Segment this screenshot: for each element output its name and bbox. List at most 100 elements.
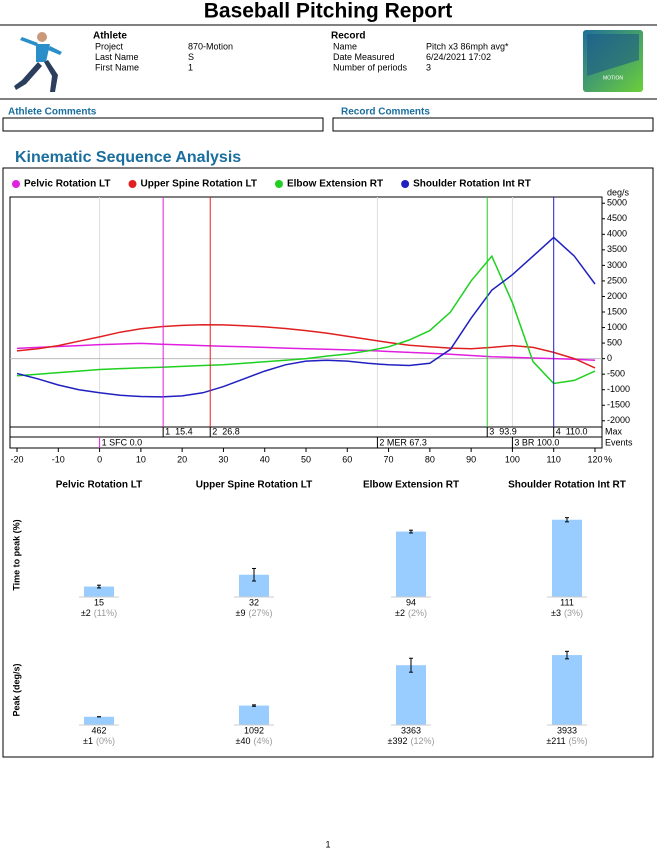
y-tick-label: 2000 [607,291,627,301]
info-label: Date Measured [333,52,395,62]
error-pct: (11%) [94,608,117,618]
event-label: 1 SFC 0.0 [102,437,143,447]
legend-label: Upper Spine Rotation LT [141,179,257,190]
y-tick-label: 3000 [607,260,627,270]
x-tick-label: 10 [136,454,146,464]
info-value: 3 [426,62,431,72]
error-label: ±1 (0%) [83,736,115,746]
x-tick-label: 0 [97,454,102,464]
x-unit: % [604,454,612,464]
x-tick-label: 50 [301,454,311,464]
error-label: ±3 (3%) [551,608,583,618]
error-value: ±392 [388,736,408,746]
legend-label: Elbow Extension RT [287,179,383,190]
x-tick-label: -10 [52,454,65,464]
error-pct: (0%) [96,736,115,746]
x-tick-label: 30 [218,454,228,464]
series-line [16,342,596,361]
peak-label: 4 110.0 [556,426,588,436]
info-value: 6/24/2021 17:02 [426,52,491,62]
error-label: ±9 (27%) [236,608,273,618]
y-tick-label: 4000 [607,229,627,239]
error-label: ±211 (5%) [546,736,587,746]
x-tick-label: 40 [260,454,270,464]
record-heading: Record [331,31,365,42]
comments-label: Athlete Comments [8,107,97,118]
info-label: Name [333,41,357,51]
row-label: Events [605,437,633,447]
error-pct: (4%) [253,736,272,746]
events-row [9,436,603,449]
error-value: ±9 [236,608,246,618]
error-pct: (3%) [564,608,583,618]
report-title: Baseball Pitching Report [204,0,453,23]
logo-label: MOTION [603,75,623,81]
value-label: 15 [94,597,104,607]
value-label: 462 [91,725,106,735]
value-label: 1092 [244,725,264,735]
row-label: Max [605,426,623,436]
legend-label: Pelvic Rotation LT [24,179,111,190]
error-pct: (5%) [569,736,588,746]
info-value: Pitch x3 86mph avg* [426,41,509,51]
error-pct: (2%) [408,608,427,618]
comments-box [2,117,324,132]
error-value: ±1 [83,736,93,746]
comments-label: Record Comments [341,107,430,118]
panel-ylabel: Peak (deg/s) [11,663,21,716]
y-tick-label: 0 [607,353,612,363]
value-label: 111 [560,597,574,607]
bar [84,716,114,725]
bar [552,519,582,597]
x-tick-label: -20 [11,454,24,464]
bar [239,574,269,597]
error-value: ±211 [546,736,565,746]
athlete-heading: Athlete [93,31,127,42]
info-label: Number of periods [333,62,408,72]
error-label: ±2 (11%) [81,608,117,618]
panel-title: Elbow Extension RT [363,480,459,491]
legend-marker [401,180,410,188]
series-line [16,323,596,369]
info-value: 870-Motion [188,41,233,51]
logo: MOTION [583,30,643,92]
error-value: ±2 [395,608,405,618]
value-label: 32 [249,597,259,607]
value-label: 94 [406,597,416,607]
bar [396,531,426,597]
info-value: S [188,52,194,62]
y-tick-label: 4500 [607,213,627,223]
record-info: Name Pitch x3 86mph avg* Date Measured 6/24… [333,41,509,72]
panel-title: Upper Spine Rotation LT [196,480,312,491]
y-tick-label: 3500 [607,244,627,254]
error-pct: (27%) [248,608,272,618]
value-label: 3363 [401,725,421,735]
error-value: ±2 [81,608,91,618]
y-tick-label: 2500 [607,275,627,285]
y-unit: deg/s [607,187,630,197]
x-tick-label: 20 [177,454,187,464]
error-label: ±2 (2%) [395,608,427,618]
y-tick-label: -500 [607,369,625,379]
info-label: Project [95,41,124,51]
y-tick-label: -1500 [607,400,630,410]
series-line [16,254,596,385]
y-tick-label: -1000 [607,384,630,394]
x-tick-label: 100 [505,454,520,464]
info-label: First Name [95,62,139,72]
peak-label: 1 15.4 [165,426,193,436]
y-tick-label: 1500 [607,306,627,316]
x-tick-label: 120 [587,454,602,464]
error-pct: (12%) [410,736,434,746]
error-label: ±40 (4%) [236,736,273,746]
x-tick-label: 90 [466,454,476,464]
section-title: Kinematic Sequence Analysis [15,149,241,166]
legend-marker [12,180,20,188]
y-tick-label: 1000 [607,322,627,332]
info-value: 1 [188,62,193,72]
y-tick-label: -2000 [607,415,630,425]
x-tick-label: 80 [425,454,435,464]
info-label: Last Name [95,52,139,62]
bar [84,586,114,597]
